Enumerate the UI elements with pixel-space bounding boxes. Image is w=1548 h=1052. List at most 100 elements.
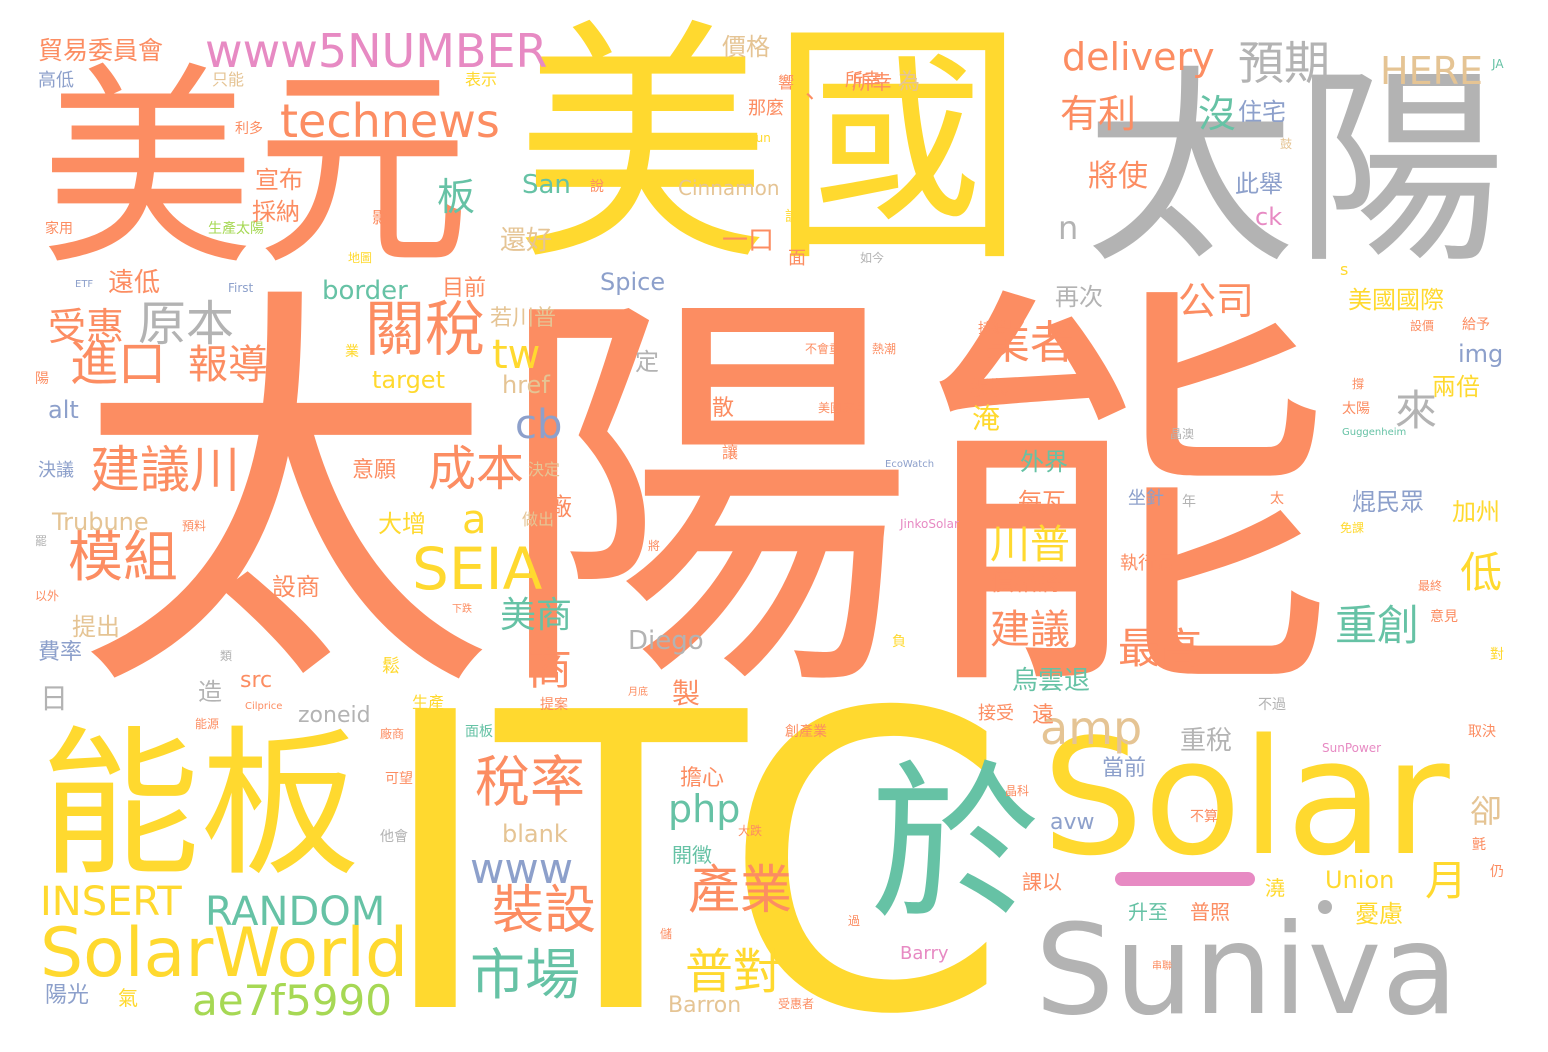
cloud-word: www (470, 844, 574, 893)
cloud-word: ETF (75, 279, 94, 290)
cloud-word: 美國 (515, 0, 1026, 296)
decorative-dot (1318, 900, 1332, 914)
cloud-word: 那麼 (748, 98, 784, 119)
cloud-word: 他會 (380, 829, 408, 845)
cloud-word: 氣 (118, 986, 138, 1010)
cloud-word: 過 (848, 914, 861, 928)
cloud-word: 業者 (985, 316, 1076, 369)
cloud-word: Barron (668, 993, 742, 1018)
cloud-word: Suniva (1035, 898, 1459, 1043)
cloud-word: 來 (1395, 386, 1438, 435)
cloud-word: cb (515, 402, 563, 448)
cloud-word: 受惠者 (778, 997, 815, 1011)
cloud-word: avw (1050, 810, 1095, 835)
cloud-word: 商 (528, 644, 572, 695)
cloud-word: 響 (778, 73, 795, 92)
cloud-word: 美國家戶 (818, 401, 867, 415)
cloud-word: target (372, 366, 445, 394)
cloud-word: 利多 (235, 121, 263, 137)
cloud-word: 擔心 (680, 766, 725, 791)
cloud-word: 晶科 (1005, 784, 1030, 798)
cloud-word: 可望 (385, 771, 413, 787)
cloud-word: 太陽 (1342, 401, 1370, 417)
cloud-word: 撐 (1352, 377, 1365, 391)
cloud-word: 每瓦 (1018, 488, 1066, 516)
cloud-word: 不會重 (805, 342, 842, 356)
cloud-word: 普照 (1190, 900, 1230, 924)
cloud-word: 裝設 (492, 881, 597, 941)
cloud-word: 淹 (972, 402, 1001, 435)
cloud-word: tw (492, 332, 541, 378)
cloud-word: EcoWatch (885, 459, 935, 470)
cloud-word: 價格將 (990, 568, 1062, 596)
cloud-word: 影 (372, 208, 389, 227)
cloud-word: 熱潮 (872, 342, 897, 356)
cloud-word: 將使 (1088, 159, 1148, 194)
cloud-word: 兩倍 (1432, 373, 1480, 401)
cloud-word: 課以 (1022, 870, 1062, 894)
cloud-word: Cinnamon (678, 176, 780, 200)
cloud-word: Diego (628, 626, 704, 656)
cloud-word: First (228, 281, 254, 295)
cloud-word: 太 (1270, 491, 1284, 507)
cloud-word: 仍 (1490, 864, 1504, 880)
decorative-bar (1115, 872, 1255, 886)
cloud-word: 升至 (1128, 900, 1168, 924)
cloud-word: www5NUMBER (205, 24, 548, 78)
cloud-word: 市場 (470, 943, 581, 1007)
cloud-word: 如今 (860, 251, 885, 265)
cloud-word: 以外 (35, 589, 60, 603)
cloud-word: 鼓 (1280, 137, 1293, 151)
cloud-word: amp (1040, 701, 1143, 755)
cloud-word: 一口 (722, 226, 775, 256)
cloud-word: 讓 (722, 443, 739, 462)
cloud-word: 接受 (978, 703, 1014, 724)
cloud-word: 儲 (660, 927, 673, 941)
cloud-word: 決定 (528, 460, 561, 479)
cloud-word: 若川普 (490, 306, 557, 331)
cloud-word: 將 (648, 539, 661, 553)
cloud-word: 不過 (1258, 697, 1286, 713)
cloud-word: 受惠 (48, 305, 125, 349)
cloud-word: 年 (1182, 494, 1196, 510)
cloud-word: 大增 (378, 510, 426, 538)
cloud-word: 罷 (35, 534, 48, 548)
cloud-word: 能板 (40, 711, 361, 898)
cloud-word: HERE (1380, 49, 1483, 93)
cloud-word: 創產業 (785, 724, 827, 740)
cloud-word: Solar (1042, 704, 1450, 891)
cloud-word: 外界 (1020, 448, 1068, 476)
cloud-word: 建議川 (90, 441, 240, 499)
cloud-word: 下跌 (452, 604, 472, 615)
cloud-word: 遠低 (108, 268, 161, 298)
cloud-word: 烏雲退 (1012, 666, 1091, 696)
cloud-word: 表示 (465, 70, 498, 89)
cloud-word: 大跌 (738, 824, 763, 838)
cloud-word: 做出 (522, 510, 555, 529)
cloud-word: Union (1325, 866, 1395, 894)
cloud-word: 宣布 (255, 166, 303, 194)
cloud-word: 產業 (688, 861, 793, 921)
cloud-word: 串聯 (1152, 961, 1172, 972)
cloud-word: 面板 (465, 724, 493, 740)
cloud-word: 最高 (1118, 624, 1203, 673)
cloud-word: 預料 (182, 519, 207, 533)
cloud-word: 坐針 (1128, 488, 1164, 509)
cloud-word: RANDOM (205, 889, 386, 935)
cloud-word: 板 (437, 175, 476, 219)
cloud-word: Barry (900, 943, 949, 964)
cloud-word: 高低 (38, 70, 74, 91)
cloud-word: 類 (220, 649, 233, 663)
cloud-word: 負 (892, 634, 906, 650)
cloud-word: 晶澳 (1170, 427, 1195, 441)
cloud-word: 業 (345, 344, 359, 360)
cloud-word: 建議 (990, 607, 1070, 653)
cloud-word: 月底 (628, 687, 648, 698)
cloud-word: 貿易委員會 (38, 36, 164, 65)
cloud-word: SunPower (1322, 741, 1382, 755)
cloud-word: 沒 (1198, 92, 1237, 136)
cloud-word: ck (1255, 203, 1283, 231)
cloud-word: 、 (786, 92, 814, 116)
cloud-word: 意見 (1430, 609, 1458, 625)
